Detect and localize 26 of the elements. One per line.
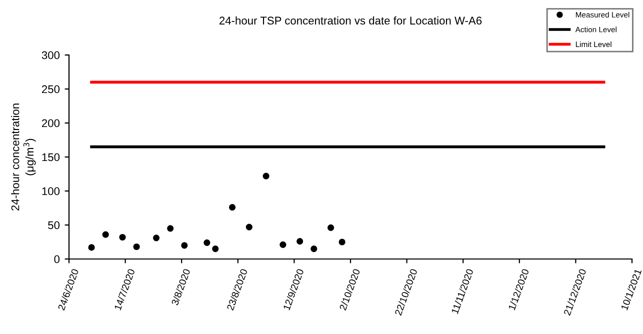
point xyxy=(102,231,109,238)
y-tick-label: 300 xyxy=(42,51,60,60)
point xyxy=(152,234,160,242)
point xyxy=(310,246,318,252)
point xyxy=(228,204,236,211)
y-tick-label: 200 xyxy=(42,119,60,128)
point xyxy=(296,238,304,245)
point xyxy=(167,225,174,232)
point xyxy=(88,244,95,251)
y-axis-title: 24-hour concentration (μg/m$^{3}$) xyxy=(11,104,36,210)
y-tick-label: 50 xyxy=(48,221,60,230)
point xyxy=(280,241,286,248)
y-tick-label: 250 xyxy=(42,85,60,94)
y-tick-label: 150 xyxy=(42,153,60,162)
point xyxy=(246,224,252,230)
point xyxy=(328,224,334,232)
y-tick-label: 100 xyxy=(42,187,60,196)
point xyxy=(119,234,126,241)
point xyxy=(338,238,346,246)
y-tick-label: 0 xyxy=(54,255,60,264)
point xyxy=(262,172,270,180)
point xyxy=(133,243,140,250)
point xyxy=(181,242,188,249)
point xyxy=(204,239,210,246)
chart-title: 24-hour TSP concentration vs date for Location W-A6 xyxy=(220,16,482,25)
point xyxy=(212,246,219,252)
